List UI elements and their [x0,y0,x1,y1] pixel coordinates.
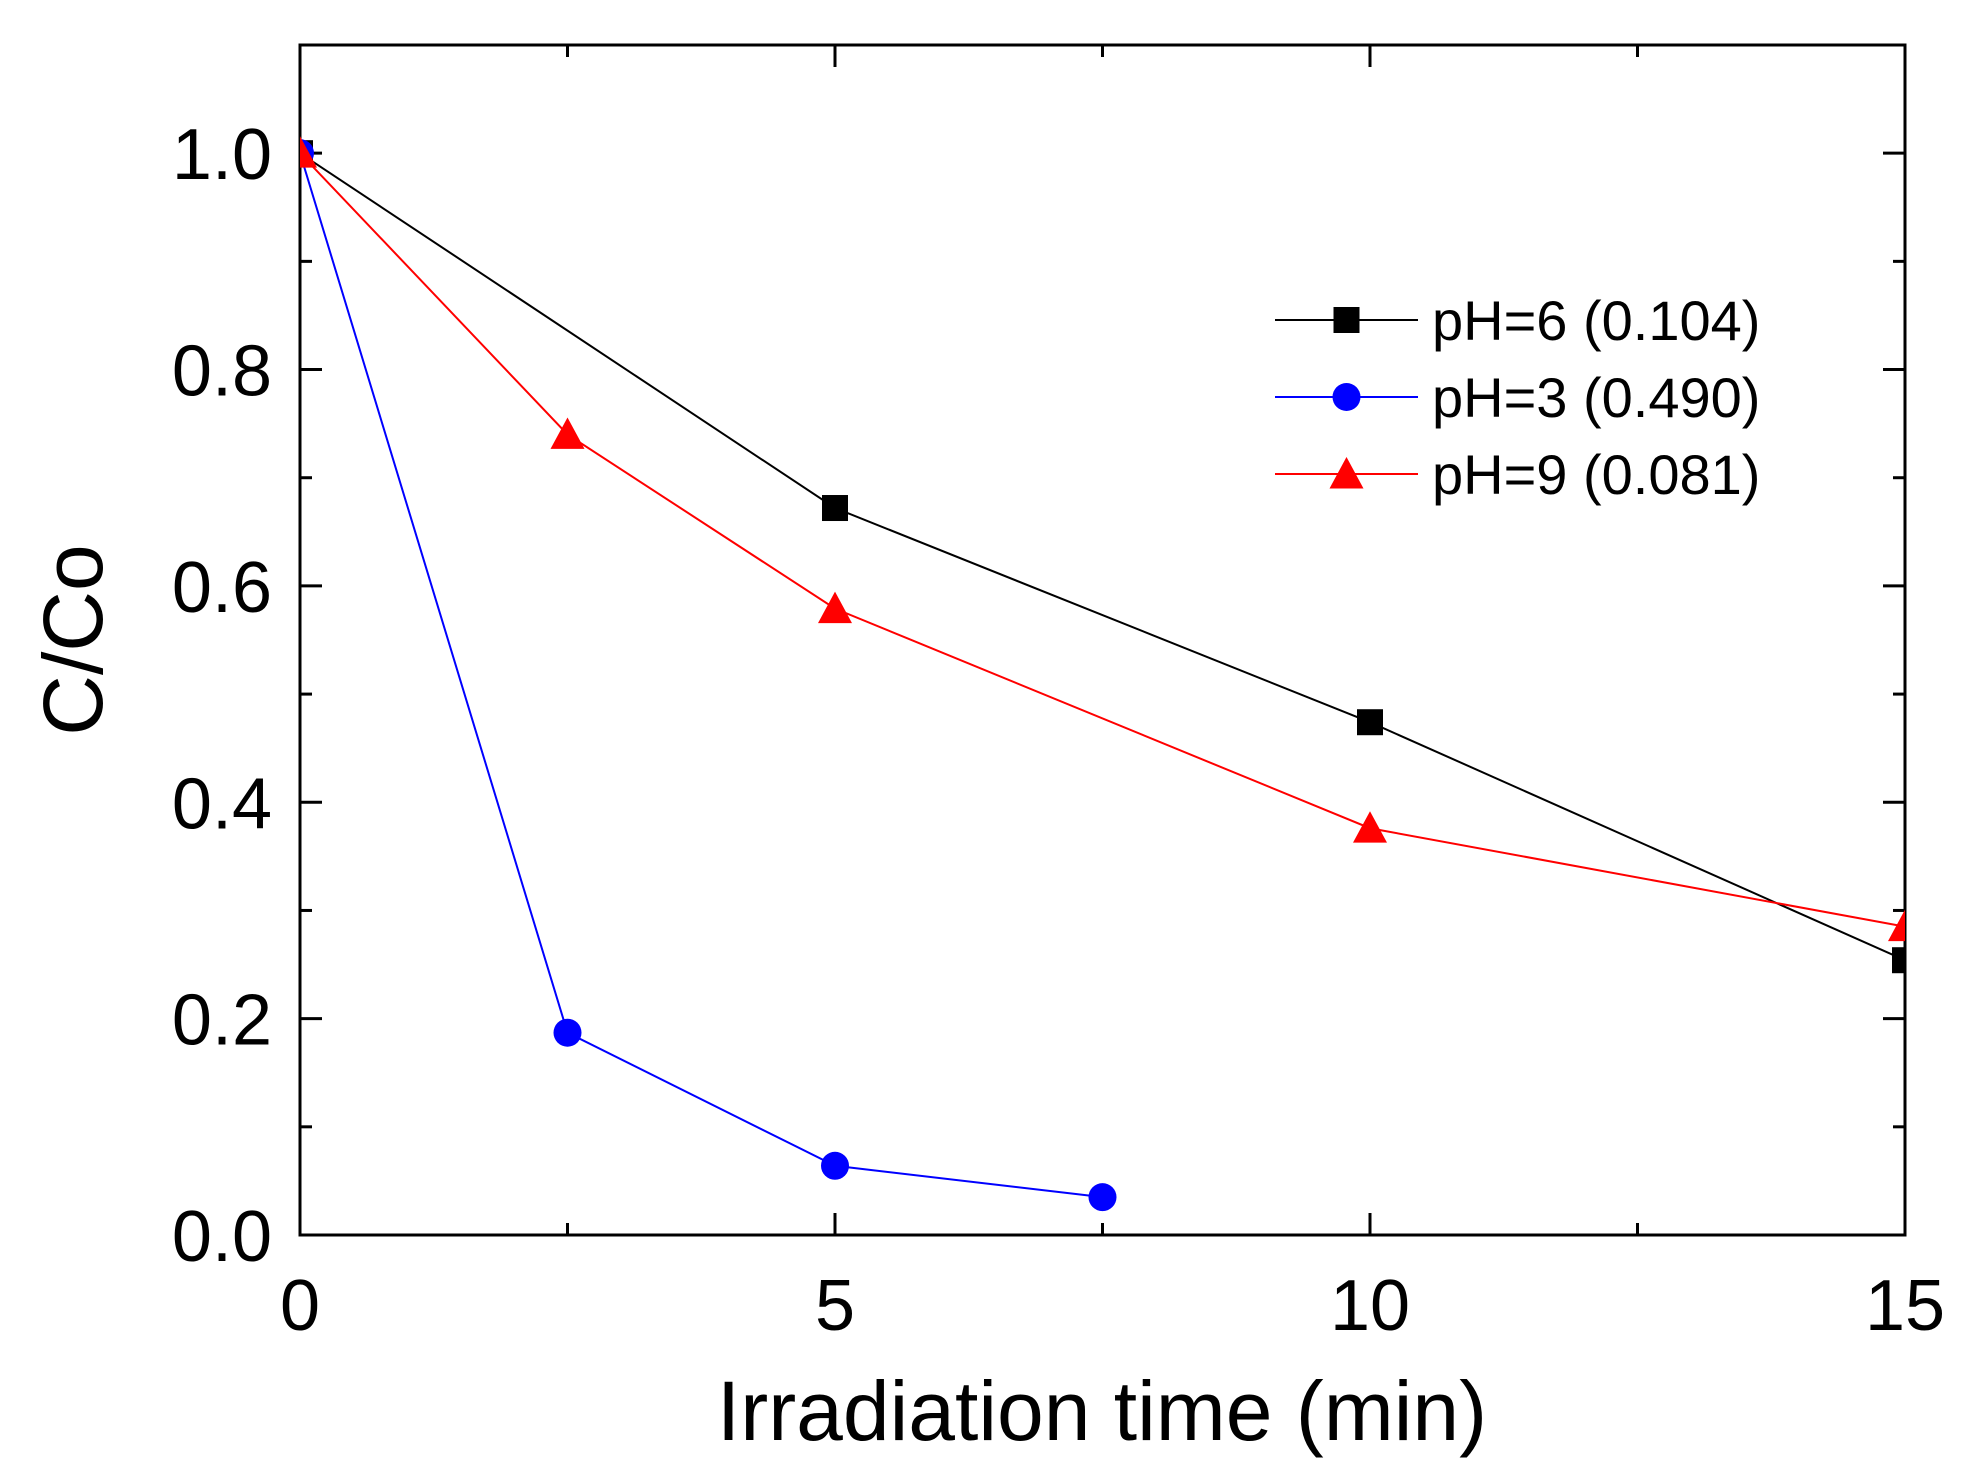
series-0 [300,140,1905,974]
data-point [1888,909,1905,942]
data-point [1357,709,1383,736]
tick-labels: 0 5 10 15 0.0 0.2 0.4 0.6 0.8 1.0 [172,115,1945,1346]
data-point [822,495,848,522]
series-layer [300,136,1905,1212]
x-tick-label: 0 [280,1266,320,1346]
series-2 [300,136,1905,942]
data-point [553,1018,582,1047]
data-point [1892,947,1905,974]
y-tick-label: 0.2 [172,981,272,1061]
y-tick-label: 0.0 [172,1197,272,1277]
legend-label: pH=3 (0.490) [1432,366,1760,429]
y-tick-label: 0.8 [172,332,272,412]
series-1 [300,139,1117,1212]
data-point [550,417,585,449]
y-axis-title: C/Co [26,544,120,735]
x-tick-label: 10 [1330,1266,1410,1346]
legend-entry: pH=6 (0.104) [1275,289,1760,352]
data-point [1353,811,1387,843]
legend-entry: pH=3 (0.490) [1275,366,1760,429]
plot-frame [298,43,1907,1237]
x-tick-label: 5 [815,1266,855,1346]
x-axis-title: Irradiation time (min) [717,1364,1487,1458]
series-line [300,152,1103,1199]
x-tick-label: 15 [1865,1266,1945,1346]
legend-label: pH=9 (0.081) [1432,443,1760,506]
data-point [1088,1183,1117,1212]
legend-marker [1329,457,1364,489]
y-tick-label: 1.0 [172,115,272,195]
legend-marker [1333,307,1360,333]
legend: pH=6 (0.104) pH=3 (0.490) pH=9 (0.081) [1275,289,1760,506]
axis-ticks [298,45,1907,1237]
legend-marker [1332,383,1361,411]
y-tick-label: 0.6 [172,548,272,628]
legend-entry: pH=9 (0.081) [1275,443,1760,506]
y-tick-label: 0.4 [172,764,272,844]
data-point [818,591,852,624]
series-line [300,152,1905,928]
series-line [300,152,1905,962]
data-point [300,136,317,168]
legend-label: pH=6 (0.104) [1432,289,1760,352]
data-point [821,1151,849,1180]
